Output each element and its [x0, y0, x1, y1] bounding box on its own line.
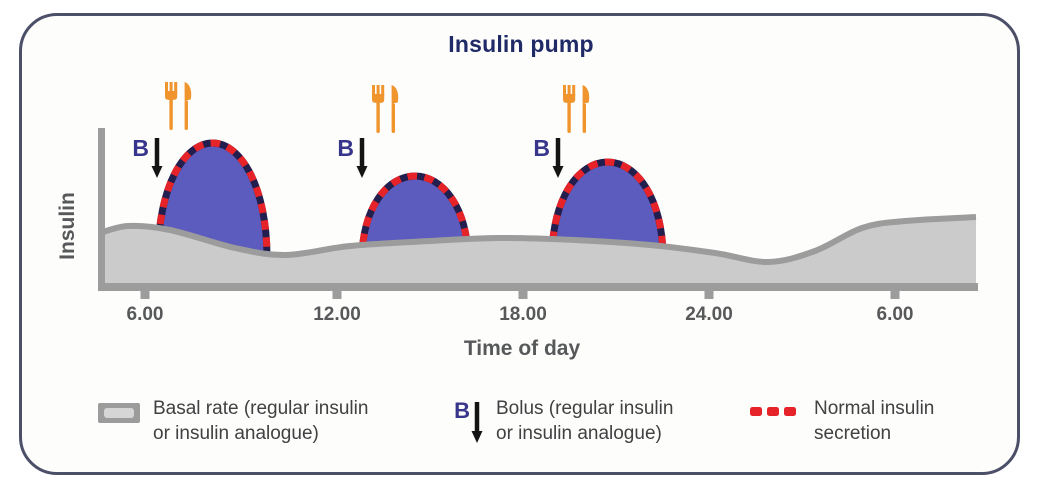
basal-swatch-inner	[104, 408, 134, 418]
x-axis-bar	[98, 283, 978, 291]
basal-rate-swatch-icon	[98, 403, 140, 428]
legend-basal-line1: Basal rate (regular insulin	[153, 398, 369, 419]
x-tick-label: 18.00	[499, 304, 547, 325]
bolus-b-arrow-icon: B	[452, 394, 486, 451]
red-dash	[767, 407, 779, 416]
bolus-b-label: B	[533, 135, 550, 161]
normal-insulin-secretion-dashes	[548, 158, 667, 259]
knife-handle	[582, 103, 586, 133]
bolus-arrow-head	[356, 166, 368, 178]
normal-insulin-secretion-dashes	[358, 172, 472, 261]
bolus-b-label: B	[337, 135, 354, 161]
legend-bolus-text: Bolus (regular insulin or insulin analog…	[496, 396, 673, 446]
meal-fork-knife-icon	[563, 85, 590, 133]
x-axis-label: Time of day	[464, 337, 581, 360]
knife-handle	[391, 103, 395, 133]
normal-insulin-secretion-dashes	[154, 139, 271, 259]
knife-handle	[184, 100, 188, 130]
meal-fork-knife-icon	[372, 85, 399, 133]
red-dashes-icon	[750, 405, 802, 423]
fork-handle	[376, 101, 380, 133]
legend-bolus-line2: or insulin analogue)	[496, 423, 662, 444]
bolus-b-marker: B	[337, 135, 368, 178]
x-tick-label: 24.00	[685, 304, 733, 325]
x-axis-tick	[332, 291, 342, 299]
y-axis-label: Insulin	[56, 192, 79, 260]
fork-tines	[165, 82, 178, 93]
legend-item-secretion: Normal insulin secretion	[750, 396, 934, 446]
fork-handle	[169, 98, 173, 130]
bolus-dome	[552, 162, 663, 258]
legend-secretion-line1: Normal insulin	[814, 398, 935, 419]
basal-rate-edge	[99, 214, 977, 266]
bolus-arrow-head	[552, 166, 564, 178]
fork-handle	[567, 101, 571, 133]
basal-rate-area	[100, 217, 976, 289]
knife-blade	[184, 82, 192, 101]
legend-bolus-line1: Bolus (regular insulin	[496, 398, 674, 419]
x-tick-label: 6.00	[877, 304, 914, 325]
legend-basal-text: Basal rate (regular insulin or insulin a…	[153, 396, 368, 446]
y-axis-bar	[98, 128, 105, 291]
meal-fork-knife-icon	[165, 82, 192, 130]
x-axis-tick	[890, 291, 900, 299]
x-axis-tick	[704, 291, 714, 299]
red-dash	[784, 407, 796, 416]
bolus-b-label: B	[132, 135, 149, 161]
x-tick-label: 6.00	[127, 304, 164, 325]
figure-title: Insulin pump	[448, 31, 594, 57]
fork-tines	[372, 85, 385, 96]
fork-head	[372, 94, 385, 103]
legend-secretion-line2: secretion	[814, 423, 892, 444]
x-axis-tick	[140, 291, 150, 299]
legend-item-basal: Basal rate (regular insulin or insulin a…	[98, 396, 368, 446]
legend-secretion-text: Normal insulin secretion	[814, 396, 934, 446]
fork-tines	[563, 85, 576, 96]
legend-item-bolus: B Bolus (regular insulin or insulin anal…	[452, 394, 673, 451]
bolus-b-marker: B	[132, 135, 163, 178]
bolus-b-marker: B	[533, 135, 564, 178]
bolus-arrow-head	[151, 166, 163, 178]
fork-head	[563, 94, 576, 103]
x-axis-tick	[518, 291, 528, 299]
legend-basal-line2: or insulin analogue)	[153, 423, 319, 444]
legend-arrow-head	[471, 431, 483, 443]
bolus-domes	[154, 139, 667, 261]
knife-blade	[391, 85, 399, 104]
fork-head	[165, 91, 178, 100]
bolus-dome	[158, 143, 267, 258]
legend-b-label: B	[454, 398, 470, 423]
knife-blade	[582, 85, 590, 104]
red-dash	[750, 407, 762, 416]
x-tick-label: 12.00	[313, 304, 361, 325]
